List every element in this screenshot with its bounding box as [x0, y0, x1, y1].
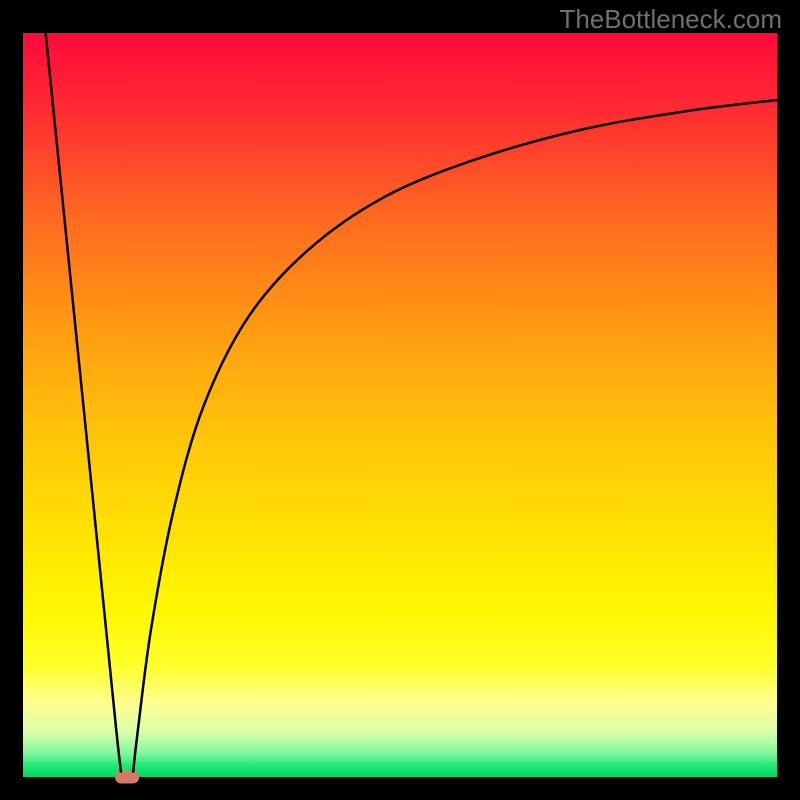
plot-background — [23, 33, 777, 777]
watermark-text: TheBottleneck.com — [559, 4, 782, 35]
bottleneck-chart — [0, 0, 800, 800]
minimum-marker — [115, 771, 139, 784]
chart-container: TheBottleneck.com — [0, 0, 800, 800]
